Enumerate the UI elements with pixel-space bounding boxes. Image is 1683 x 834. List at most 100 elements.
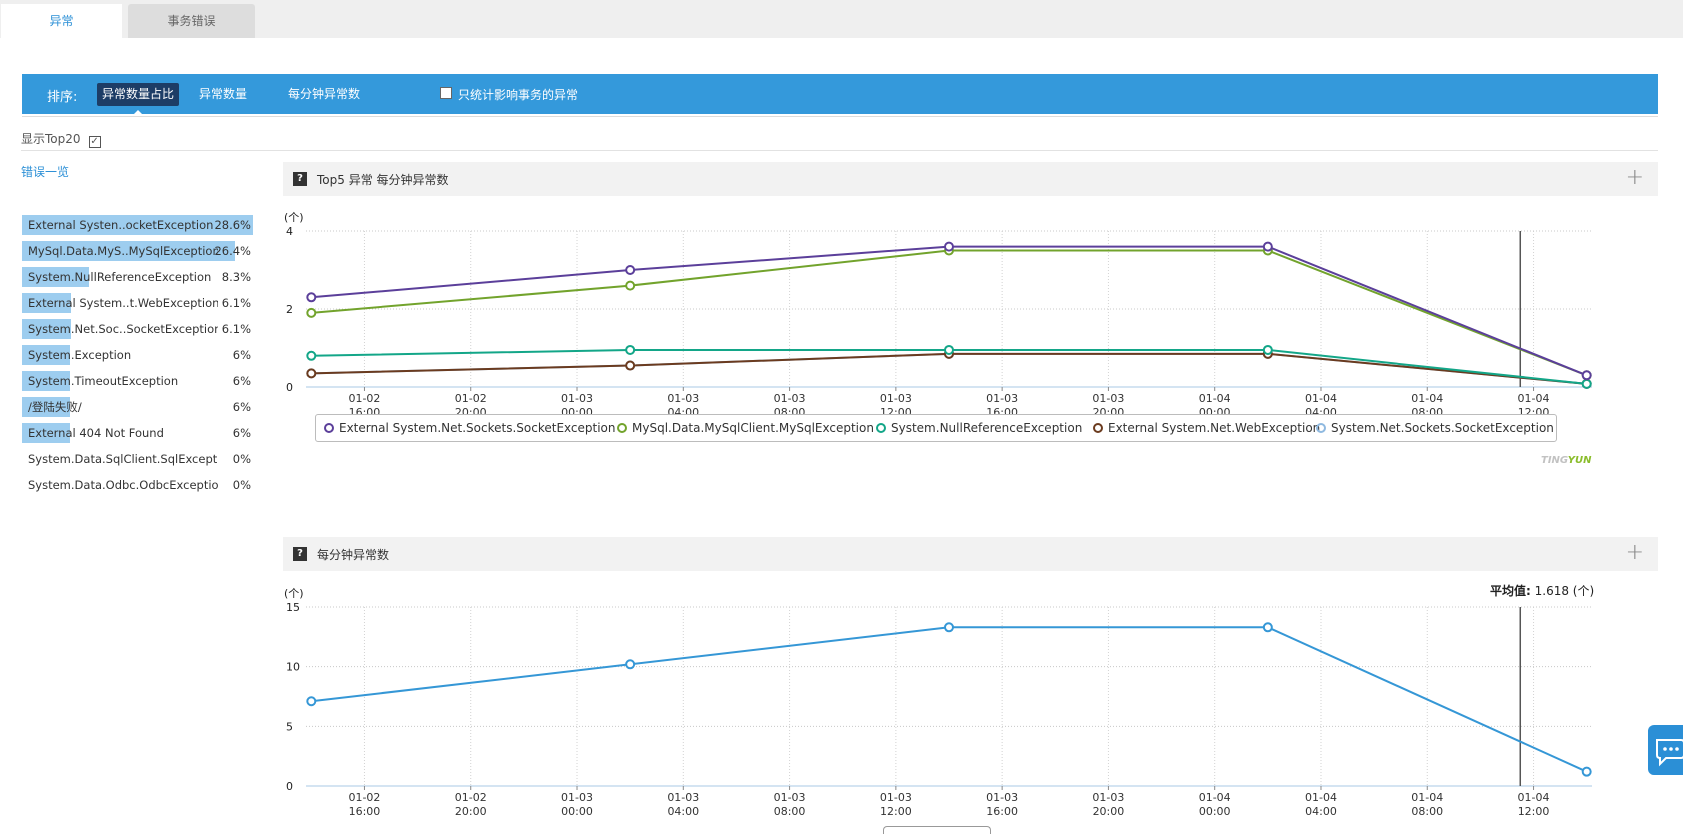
expand-plus-icon[interactable]: +: [1625, 165, 1644, 190]
share-bar: [22, 241, 236, 261]
x-tick-label: 01-04: [1305, 392, 1337, 405]
top20-checkbox[interactable]: ✓: [88, 136, 101, 148]
error-name: System.TimeoutException: [28, 374, 179, 388]
sort-label: 排序:: [47, 90, 78, 105]
data-point: [944, 344, 954, 355]
x-tick-label: 01-03: [774, 392, 806, 405]
error-list-item[interactable]: System.Exception 6%: [22, 345, 253, 365]
error-name: External Systen..ocketException: [28, 218, 214, 232]
error-name: System.Data.SqlClient.SqlException: [28, 452, 218, 466]
x-tick-label: 08:00: [1411, 805, 1443, 818]
tab-transaction-errors[interactable]: 事务错误: [128, 4, 255, 38]
data-point: [306, 368, 317, 379]
x-tick-label: 01-03: [667, 791, 699, 804]
brand-part: YUN: [1567, 455, 1592, 466]
help-icon[interactable]: ?: [293, 547, 307, 561]
x-tick-label: 20:00: [1093, 805, 1125, 818]
chat-bubble-icon: [1656, 739, 1683, 767]
share-bar: [22, 267, 90, 287]
error-name: External 404 Not Found: [28, 426, 164, 440]
top20-toggle[interactable]: 显示Top20 ✓: [21, 130, 101, 148]
data-point: [944, 241, 954, 252]
x-tick-label: 01-03: [1092, 392, 1124, 405]
share-bar: [22, 215, 253, 235]
data-point: [1581, 766, 1592, 777]
legend-marker-icon: [324, 423, 334, 433]
scroll-handle[interactable]: [883, 826, 991, 834]
sort-bar: 排序: 异常数量占比 异常数量 每分钟异常数 只统计影响事务的异常: [22, 74, 1658, 115]
legend-item[interactable]: External System.Net.WebException: [1093, 421, 1320, 435]
error-list-item[interactable]: External System..t.WebException 6.1%: [22, 293, 253, 313]
legend-label: MySql.Data.MySqlClient.MySqlException: [632, 421, 874, 435]
x-tick-label: 01-04: [1518, 791, 1550, 804]
error-name: External System..t.WebException: [28, 296, 218, 310]
y-tick-label: 5: [286, 720, 293, 733]
error-list-item[interactable]: System.TimeoutException 6%: [22, 371, 253, 391]
legend-label: External System.Net.WebException: [1108, 421, 1321, 435]
error-list-item[interactable]: MySql.Data.MyS..MySqlException 26.4%: [22, 241, 253, 261]
error-list-item[interactable]: System.Net.Soc..SocketException 6.1%: [22, 319, 253, 339]
error-name: System.Data.Odbc.OdbcException: [28, 478, 218, 492]
data-point: [1262, 241, 1273, 252]
x-tick-label: 01-02: [455, 791, 487, 804]
share-bar: [22, 423, 71, 443]
error-name: MySql.Data.MyS..MySqlException: [28, 244, 218, 258]
tab-exceptions[interactable]: 异常: [1, 4, 122, 38]
error-list-item[interactable]: External 404 Not Found 6%: [22, 423, 253, 443]
x-tick-label: 01-03: [561, 791, 593, 804]
y-axis-unit: (个): [284, 587, 304, 600]
error-percent: 6%: [232, 348, 251, 362]
error-percent: 26.4%: [214, 244, 251, 258]
data-point: [625, 344, 636, 355]
affect-transaction-checkbox[interactable]: [440, 87, 452, 99]
sort-by-count[interactable]: 异常数量: [199, 87, 248, 101]
x-tick-label: 01-04: [1411, 392, 1443, 405]
error-list-item[interactable]: External Systen..ocketException 28.6%: [22, 215, 253, 235]
share-bar: [22, 397, 71, 417]
chat-icon[interactable]: [1648, 725, 1683, 775]
y-tick-label: 4: [286, 225, 293, 238]
x-tick-label: 01-03: [880, 392, 912, 405]
legend-item[interactable]: External System.Net.Sockets.SocketExcept…: [324, 421, 616, 435]
legend-marker-icon: [876, 423, 886, 433]
error-list-item[interactable]: System.NullReferenceException 8.3%: [22, 267, 253, 287]
legend-label: System.Net.Sockets.SocketException: [1331, 421, 1554, 435]
error-list-title[interactable]: 错误一览: [21, 165, 70, 179]
x-tick-label: 04:00: [667, 805, 699, 818]
sort-by-per-minute[interactable]: 每分钟异常数: [288, 87, 361, 101]
error-list-item[interactable]: /登陆失败/6%: [22, 397, 253, 417]
x-tick-label: 01-03: [561, 392, 593, 405]
sort-by-share[interactable]: 异常数量占比: [97, 83, 180, 115]
x-tick-label: 01-04: [1518, 392, 1550, 405]
error-list-item[interactable]: System.Data.SqlClient.SqlException 0%: [22, 449, 253, 469]
legend-item[interactable]: System.NullReferenceException: [876, 421, 1082, 435]
legend-item[interactable]: System.Net.Sockets.SocketException: [1316, 421, 1554, 435]
expand-plus-icon[interactable]: +: [1625, 540, 1644, 565]
data-point: [1262, 344, 1273, 355]
x-tick-label: 12:00: [880, 805, 912, 818]
data-point: [625, 360, 636, 371]
share-bar: [22, 293, 72, 313]
legend-marker-icon: [1093, 423, 1103, 433]
chart-legend: External System.Net.Sockets.SocketExcept…: [315, 414, 1557, 442]
error-percent: 0%: [232, 478, 251, 492]
x-tick-label: 01-02: [455, 392, 487, 405]
per-minute-exception-chart: (个)05101501-0216:0001-0220:0001-0300:000…: [284, 587, 1592, 818]
x-tick-label: 01-03: [1092, 791, 1124, 804]
x-tick-label: 01-04: [1199, 791, 1231, 804]
legend-label: External System.Net.Sockets.SocketExcept…: [339, 421, 616, 435]
average-value: 平均值: 1.618 (个): [1490, 582, 1594, 599]
error-percent: 0%: [232, 452, 251, 466]
x-tick-label: 01-03: [774, 791, 806, 804]
x-tick-label: 01-03: [986, 791, 1018, 804]
data-point: [1581, 370, 1592, 381]
x-tick-label: 12:00: [1518, 805, 1550, 818]
error-list-item[interactable]: System.Data.Odbc.OdbcException 0%: [22, 475, 253, 495]
legend-item[interactable]: MySql.Data.MySqlClient.MySqlException: [617, 421, 874, 435]
error-percent: 8.3%: [221, 270, 251, 284]
tab-bar: 异常 事务错误: [0, 0, 1683, 38]
error-percent: 6%: [232, 400, 251, 414]
help-icon[interactable]: ?: [293, 172, 307, 186]
x-tick-label: 04:00: [1305, 805, 1337, 818]
error-name: /登陆失败/: [28, 400, 82, 414]
